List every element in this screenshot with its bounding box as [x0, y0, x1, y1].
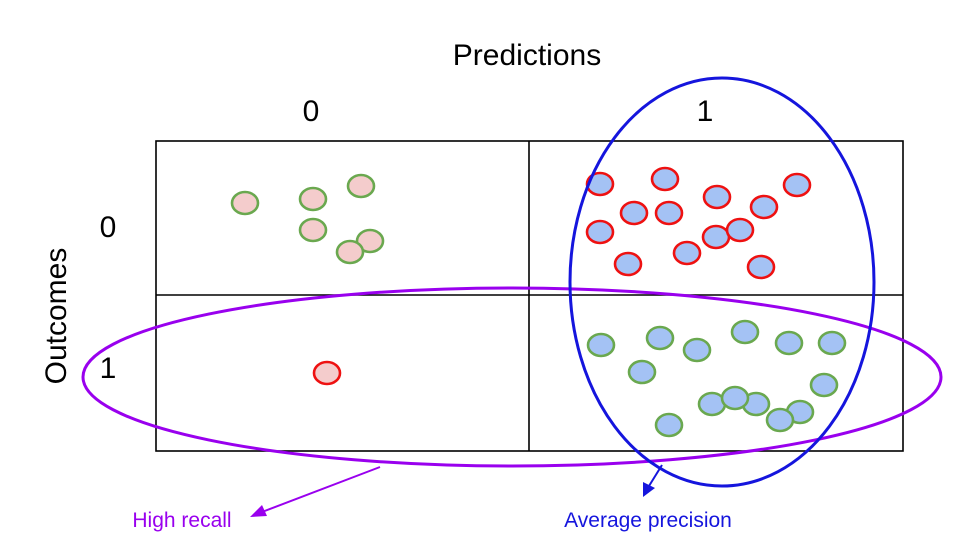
sample-dot	[720, 385, 750, 411]
sample-dot	[619, 200, 649, 226]
sample-dot	[809, 372, 839, 398]
cell-outcome1-pred1	[586, 319, 847, 438]
recall-ellipse	[81, 286, 943, 468]
sample-dot	[335, 239, 365, 265]
precision-arrow	[643, 464, 663, 497]
sample-dot	[654, 412, 684, 438]
sample-dot	[749, 194, 779, 220]
sample-dot	[765, 407, 795, 433]
sample-dot	[585, 219, 615, 245]
sample-dot	[782, 172, 812, 198]
sample-dot	[701, 224, 731, 250]
cell-outcome1-pred0	[312, 360, 342, 386]
sample-dot	[702, 184, 732, 210]
sample-dot	[650, 166, 680, 192]
sample-dot	[774, 330, 804, 356]
y-axis-label: Outcomes	[40, 248, 73, 385]
diagram-title: Predictions	[453, 39, 601, 72]
cell-outcome0-pred0	[230, 173, 385, 265]
sample-dot	[817, 330, 847, 356]
sample-dot	[355, 228, 385, 254]
precision-ellipse	[568, 76, 876, 488]
sample-dot	[645, 325, 675, 351]
sample-dot	[654, 200, 684, 226]
sample-dot	[312, 360, 342, 386]
sample-dot	[346, 173, 376, 199]
sample-dot	[298, 186, 328, 212]
sample-dot	[586, 332, 616, 358]
precision-label: Average precision	[564, 509, 732, 532]
sample-dot	[682, 337, 712, 363]
cell-outcome0-pred1	[585, 166, 812, 280]
sample-dot	[230, 190, 260, 216]
sample-dot	[746, 254, 776, 280]
recall-arrow	[250, 466, 381, 517]
column-header-1: 1	[697, 95, 714, 128]
sample-dot	[672, 240, 702, 266]
sample-dot	[627, 359, 657, 385]
sample-dot	[585, 171, 615, 197]
sample-dot	[613, 251, 643, 277]
recall-label: High recall	[132, 509, 231, 532]
column-header-0: 0	[303, 95, 320, 128]
sample-dot	[730, 319, 760, 345]
sample-dot	[725, 217, 755, 243]
row-header-1: 1	[100, 352, 117, 385]
row-header-0: 0	[100, 211, 117, 244]
sample-dot	[298, 217, 328, 243]
matrix-grid	[155, 140, 904, 452]
